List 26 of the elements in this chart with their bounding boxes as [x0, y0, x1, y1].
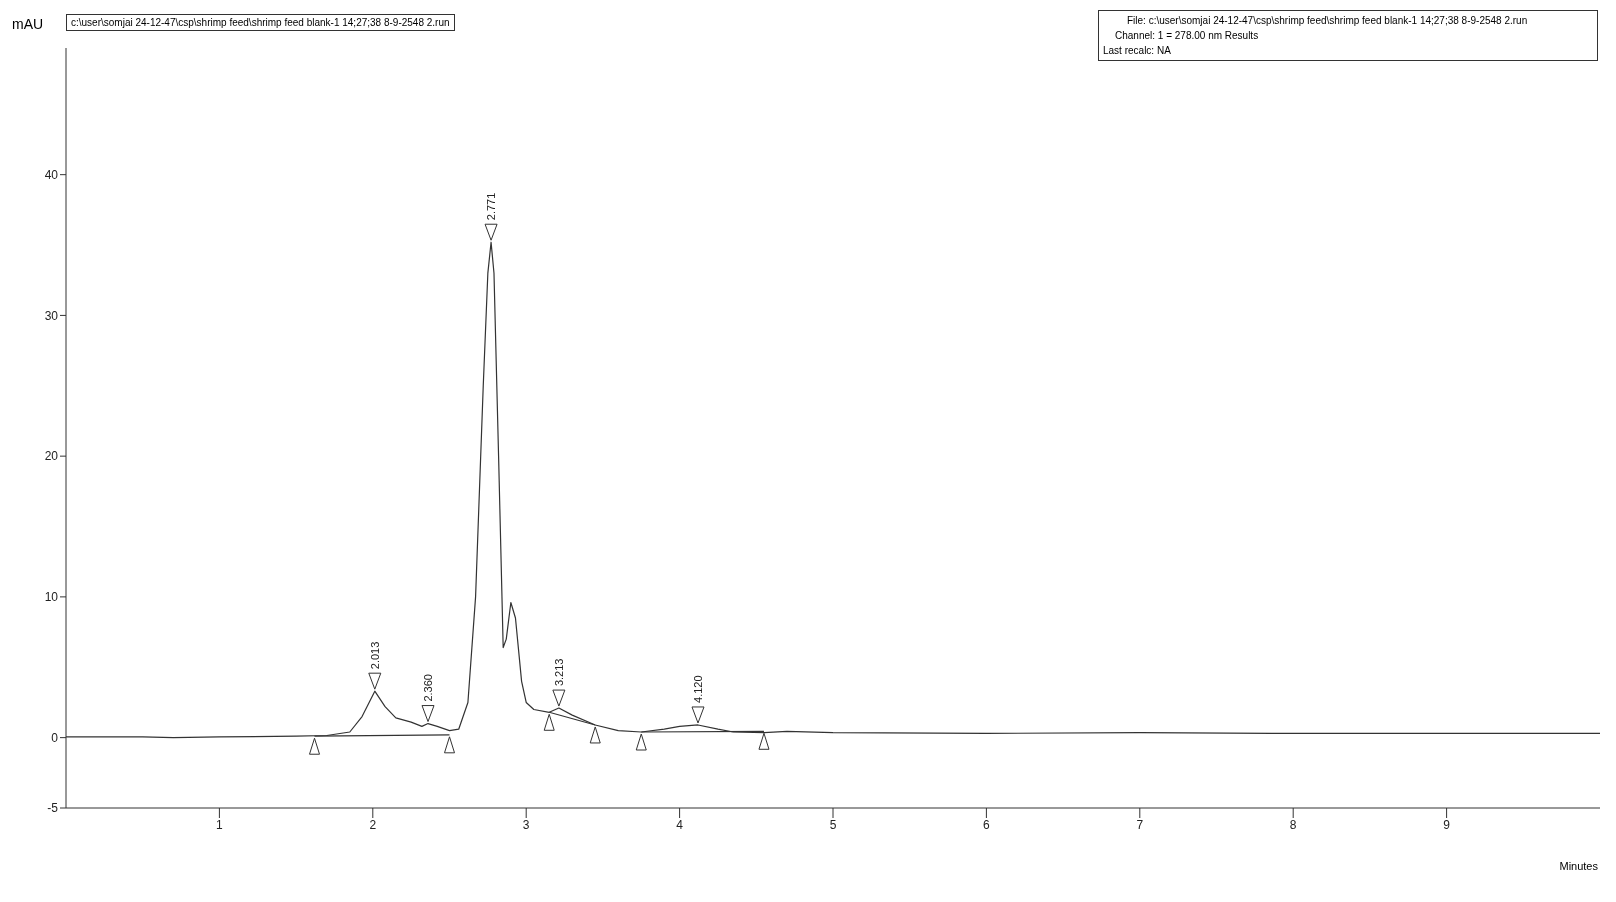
chart-title: c:\user\somjai 24-12-47\csp\shrimp feed\shrimp feed blank-1 14;27;38 8-9-2548 2.run [66, 14, 455, 31]
y-tick-label: 10 [44, 590, 59, 605]
x-tick-label: 3 [522, 817, 530, 832]
y-tick-label: 30 [44, 308, 59, 323]
text: File: c:\user\somjai 24-12-47\csp\shrimp feed\shrimp feed blank-1 14;27;38 8-9-2548 2.run [1126, 14, 1529, 28]
x-tick-label: 5 [829, 817, 837, 832]
x-axis-title: Minutes [1559, 860, 1598, 872]
y-tick-label: 40 [44, 167, 59, 182]
x-tick-label: 9 [1443, 817, 1451, 832]
x-tick-label: 8 [1289, 817, 1297, 832]
y-tick-label: 20 [44, 449, 59, 464]
y-tick-label: -5 [47, 801, 59, 816]
text: Channel: 1 = 278.00 nm Results [1114, 29, 1260, 43]
annotation: 2.771 [485, 192, 498, 221]
x-tick-label: 1 [216, 817, 224, 832]
y-axis-title: mAU [12, 16, 44, 32]
y-tick-label: 0 [51, 730, 59, 745]
annotation: 4.120 [692, 675, 705, 703]
x-tick-label: 7 [1136, 817, 1144, 832]
x-tick-label: 4 [676, 817, 684, 832]
x-tick-label: 6 [983, 817, 991, 832]
annotation: 2.013 [368, 641, 381, 670]
annotation: 2.360 [422, 674, 435, 702]
x-tick-label: 2 [369, 817, 377, 832]
annotation: 3.213 [552, 658, 565, 687]
annotation: Last recalc: NA [1103, 44, 1172, 58]
